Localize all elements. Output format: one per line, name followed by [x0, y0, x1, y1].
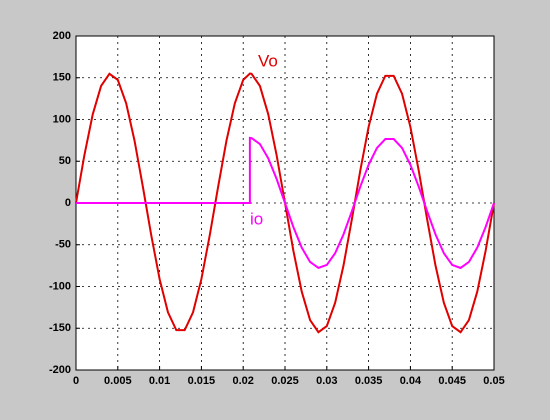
y-tick-label: 0 — [65, 197, 71, 209]
y-tick-label: -150 — [49, 322, 71, 334]
x-tick-label: 0.005 — [104, 375, 132, 387]
y-tick-label: -100 — [49, 280, 71, 292]
series-line — [75, 72, 495, 334]
y-tick-label: 100 — [53, 113, 71, 125]
y-tick-label: 200 — [53, 30, 71, 42]
x-tick-label: 0.01 — [149, 375, 170, 387]
x-tick-label: 0 — [73, 375, 79, 387]
x-tick-label: 0.045 — [438, 375, 466, 387]
y-tick-label: 50 — [59, 155, 71, 167]
x-tick-label: 0.02 — [232, 375, 253, 387]
y-tick-label: 150 — [53, 72, 71, 84]
x-tick-label: 0.025 — [271, 375, 299, 387]
x-tick-label: 0.03 — [316, 375, 337, 387]
x-tick-label: 0.015 — [188, 375, 216, 387]
x-tick-label: 0.04 — [400, 375, 422, 387]
series-line — [76, 136, 495, 270]
y-tick-label: -200 — [49, 364, 71, 376]
x-tick-label: 0.035 — [355, 375, 383, 387]
series-label: Vo — [258, 51, 278, 70]
x-tick-label: 0.05 — [483, 375, 504, 387]
y-tick-label: -50 — [55, 239, 71, 251]
series-label: io — [250, 209, 263, 228]
